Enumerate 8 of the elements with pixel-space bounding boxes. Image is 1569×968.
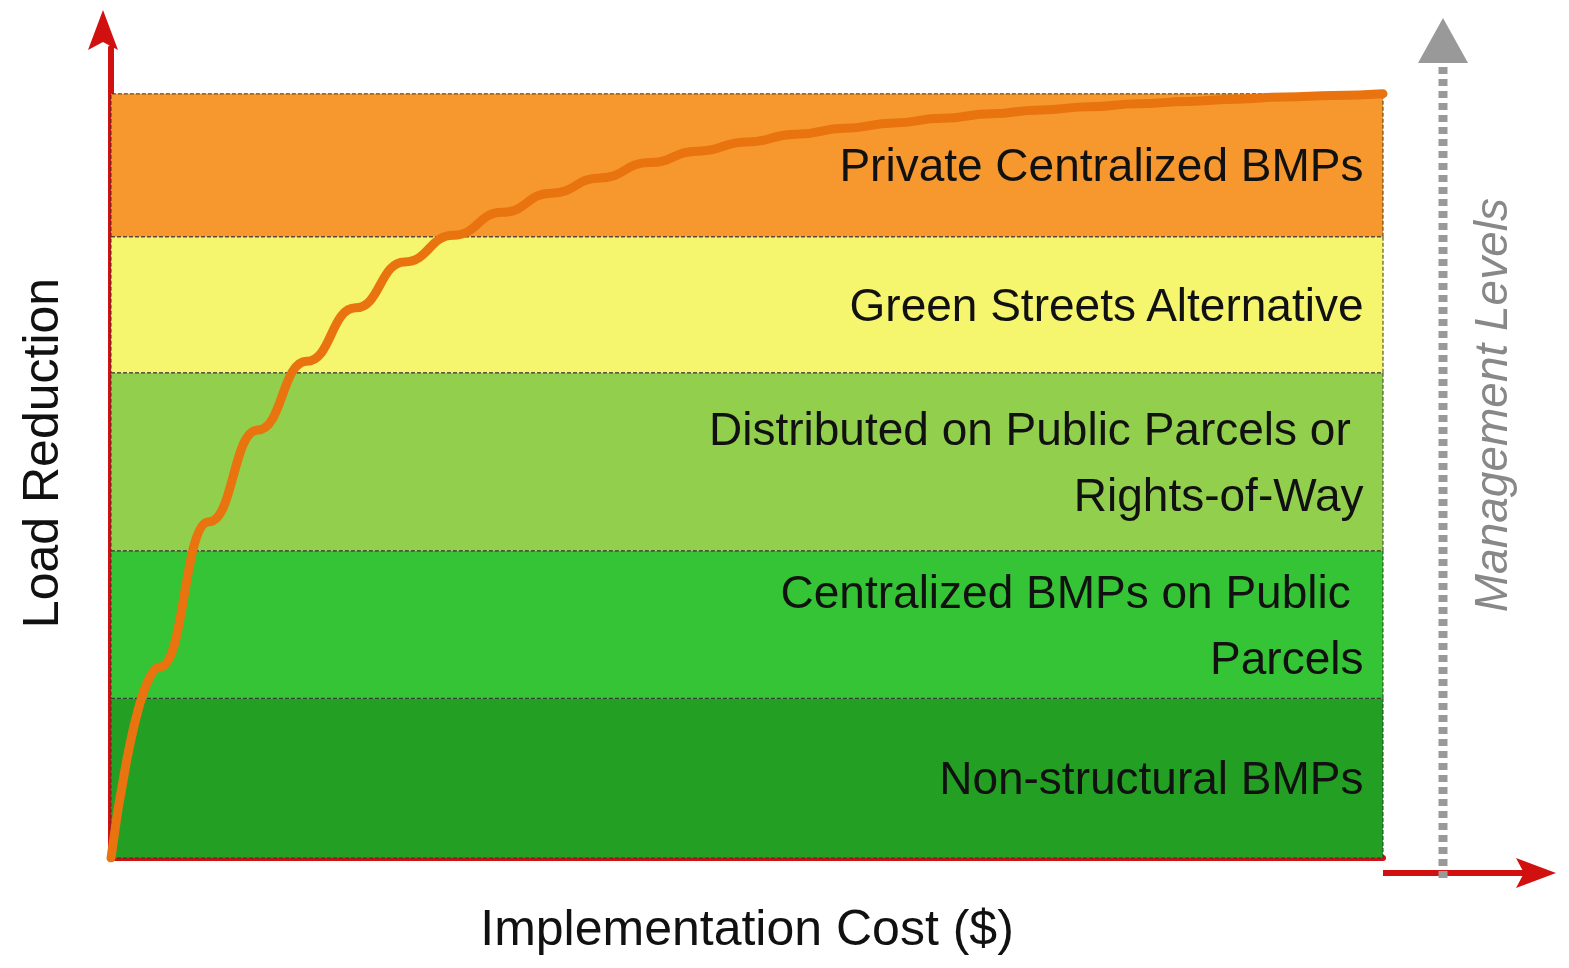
x-axis-title: Implementation Cost ($) [480, 900, 1014, 956]
text: Management Levels [1465, 198, 1517, 613]
y-axis-title: Load Reduction [13, 277, 69, 629]
band-label: Distributed on Public Parcels or Rights-of-Way [708, 402, 1364, 521]
band-label: Green Streets Alternative [849, 278, 1364, 331]
band-label: Private Centralized BMPs [839, 139, 1364, 192]
band-label: Non-structural BMPs [939, 752, 1364, 805]
band-label: Centralized BMPs on Public Parcels [780, 565, 1364, 684]
